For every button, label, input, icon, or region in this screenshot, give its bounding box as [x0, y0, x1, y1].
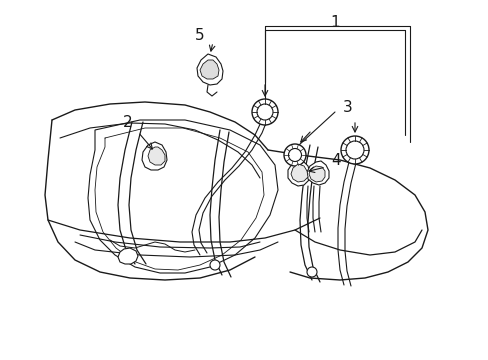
Polygon shape — [197, 54, 223, 85]
Text: 1: 1 — [329, 14, 339, 30]
Polygon shape — [88, 120, 278, 273]
Text: 5: 5 — [195, 27, 204, 42]
Polygon shape — [287, 160, 309, 186]
Circle shape — [284, 144, 305, 166]
Circle shape — [251, 99, 278, 125]
Polygon shape — [148, 147, 164, 165]
Circle shape — [346, 141, 363, 159]
Polygon shape — [200, 60, 219, 79]
Polygon shape — [290, 164, 307, 182]
Text: 4: 4 — [330, 153, 340, 167]
Polygon shape — [142, 142, 167, 170]
Text: 3: 3 — [343, 99, 352, 114]
Polygon shape — [308, 166, 325, 182]
Circle shape — [257, 104, 272, 120]
Circle shape — [340, 136, 368, 164]
Polygon shape — [306, 161, 328, 185]
Circle shape — [306, 267, 316, 277]
Circle shape — [209, 260, 220, 270]
Polygon shape — [118, 248, 138, 264]
Circle shape — [288, 149, 301, 162]
Text: 2: 2 — [123, 114, 133, 130]
